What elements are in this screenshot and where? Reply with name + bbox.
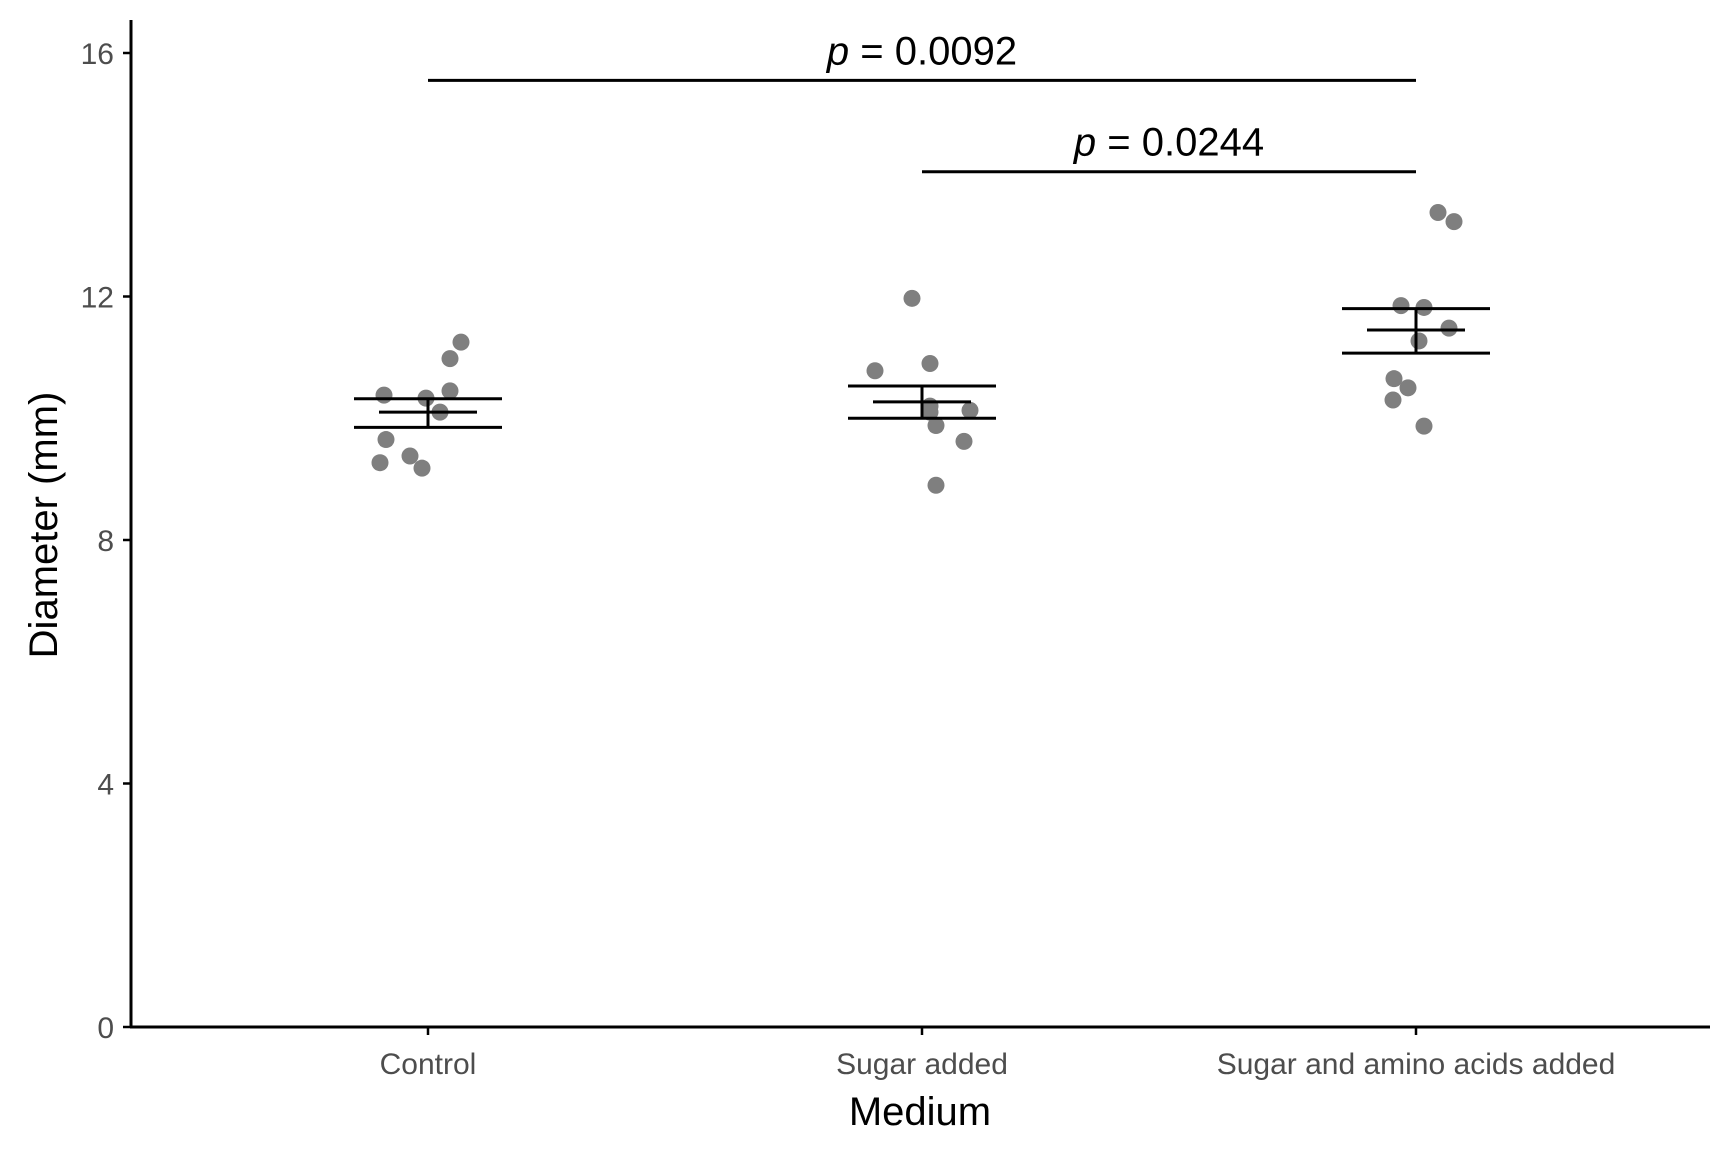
data-point: [441, 350, 459, 368]
data-point: [371, 454, 389, 472]
y-ticks: 0 4 8 12 16: [81, 38, 131, 1045]
x-ticks: Control Sugar added Sugar and amino acids …: [380, 1027, 1616, 1081]
data-point: [961, 401, 979, 419]
data-point: [377, 431, 395, 449]
data-points: [371, 203, 1463, 494]
data-point: [413, 459, 431, 477]
y-tick-label: 0: [97, 1012, 114, 1045]
p-value-label: p = 0.0092: [826, 29, 1017, 73]
data-point: [921, 354, 939, 372]
x-tick-label: Control: [380, 1048, 477, 1081]
data-point: [1445, 213, 1463, 231]
data-point: [1440, 319, 1458, 337]
y-tick-label: 12: [81, 282, 114, 315]
y-tick-label: 4: [97, 769, 114, 802]
data-point: [921, 403, 939, 421]
data-point: [452, 333, 470, 351]
data-point: [866, 362, 884, 380]
summary-bars: [354, 307, 1490, 429]
data-point: [1399, 379, 1417, 397]
x-tick-label: Sugar and amino acids added: [1217, 1048, 1616, 1081]
x-tick-label: Sugar added: [836, 1048, 1008, 1081]
data-point: [1384, 391, 1402, 409]
data-point: [1410, 332, 1428, 350]
data-point: [927, 417, 945, 435]
data-point: [903, 289, 921, 307]
data-point: [1392, 297, 1410, 315]
p-value-label: p = 0.0244: [1073, 121, 1264, 165]
y-tick-label: 16: [81, 38, 114, 71]
significance-annotations: p = 0.0092 p = 0.0244: [428, 29, 1416, 174]
x-axis-title: Medium: [849, 1090, 991, 1134]
data-point: [955, 432, 973, 450]
data-point: [1429, 203, 1447, 221]
data-point: [1385, 370, 1403, 388]
axes: [129, 20, 1710, 1029]
y-tick-label: 8: [97, 525, 114, 558]
data-point: [375, 386, 393, 404]
data-point: [927, 476, 945, 494]
data-point: [441, 382, 459, 400]
y-axis-title: Diameter (mm): [22, 392, 66, 659]
data-point: [401, 447, 419, 465]
data-point: [1415, 417, 1433, 435]
